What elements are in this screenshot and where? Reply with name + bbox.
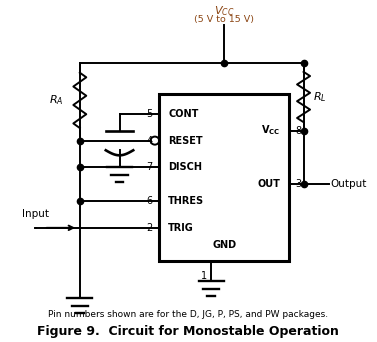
Text: $V_{CC}$: $V_{CC}$: [214, 4, 234, 18]
Text: GND: GND: [212, 240, 236, 250]
Text: Input: Input: [22, 209, 49, 220]
Text: 3: 3: [296, 179, 302, 189]
Text: TRIG: TRIG: [168, 223, 194, 233]
Text: CONT: CONT: [168, 109, 199, 119]
Text: 7: 7: [146, 162, 153, 172]
Text: $R_A$: $R_A$: [49, 93, 64, 107]
Text: Figure 9.  Circuit for Monostable Operation: Figure 9. Circuit for Monostable Operati…: [37, 325, 339, 338]
Text: 5: 5: [146, 109, 153, 119]
Text: RESET: RESET: [168, 136, 203, 146]
Text: $\mathbf{V_{CC}}$: $\mathbf{V_{CC}}$: [261, 124, 280, 137]
Text: 1: 1: [201, 272, 208, 281]
Text: 8: 8: [296, 126, 302, 135]
Text: 4: 4: [147, 136, 153, 146]
Text: 6: 6: [147, 196, 153, 206]
Text: OUT: OUT: [257, 179, 280, 189]
Text: (5 V to 15 V): (5 V to 15 V): [194, 15, 254, 24]
Text: $R_L$: $R_L$: [313, 90, 326, 104]
Text: 2: 2: [146, 223, 153, 233]
Text: Output: Output: [331, 179, 367, 189]
Bar: [159, 94, 289, 261]
Text: THRES: THRES: [168, 196, 204, 206]
Text: Pin numbers shown are for the D, JG, P, PS, and PW packages.: Pin numbers shown are for the D, JG, P, …: [48, 310, 328, 319]
Text: DISCH: DISCH: [168, 162, 202, 172]
